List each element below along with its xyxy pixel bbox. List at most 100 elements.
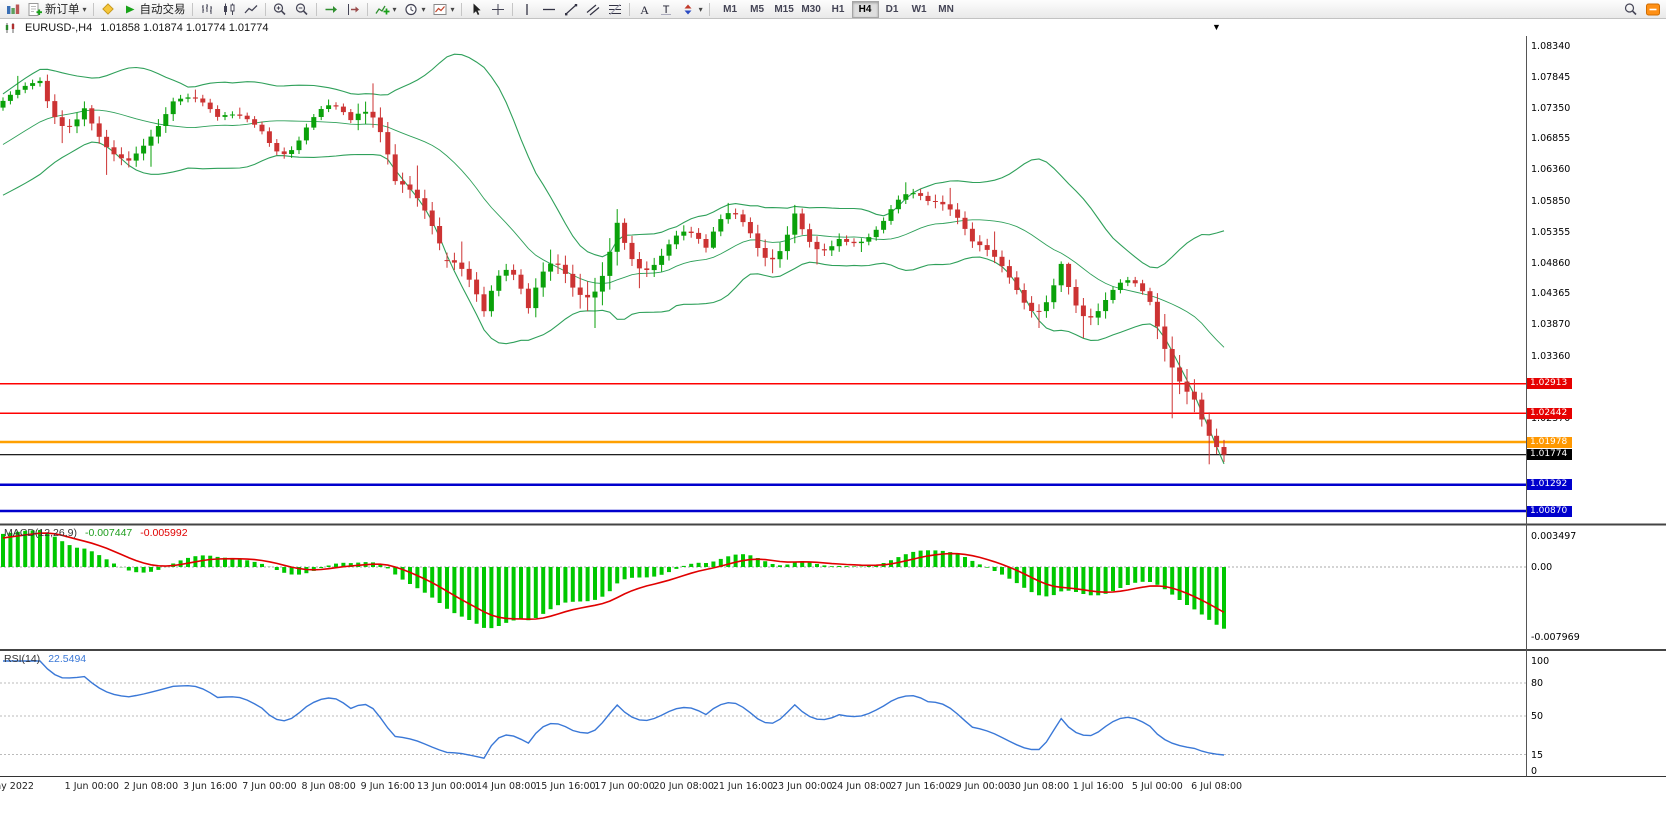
candle-body [829,246,835,251]
timeframe-w1[interactable]: W1 [906,1,933,18]
text-icon: A [640,3,649,17]
cursor-tool-button[interactable] [465,1,487,18]
candle-body [562,264,568,274]
bar-chart-button[interactable] [196,1,218,18]
candle-body [688,231,694,233]
timeframe-h4[interactable]: H4 [851,0,879,18]
candle-body [770,257,776,260]
candle-body [681,231,687,236]
candle-body [577,287,583,295]
candle-body [89,108,95,124]
crosshair-icon [491,3,504,15]
candle-body [185,97,191,99]
candle-body [414,189,420,199]
chart-shift-icon [347,3,359,15]
candle-body [281,151,287,155]
chart-canvas[interactable] [0,36,1666,828]
candle-body [1199,399,1205,420]
candle-body [585,294,591,298]
candle-body [1221,447,1227,455]
metaeditor-icon [101,2,114,15]
timeframe-mn[interactable]: MN [933,1,960,18]
timeframe-h1[interactable]: H1 [825,1,852,18]
candle-body [851,241,857,244]
timeframe-m30[interactable]: M30 [798,1,825,18]
chevron-down-icon: ▾ [82,4,87,14]
candle-body [540,271,546,288]
candlestick-chart-icon [223,3,235,15]
horizontal-line-tool-button[interactable] [538,1,560,18]
toolbar-separator [708,2,710,16]
text-label-tool-button[interactable]: T [655,1,677,18]
metaeditor-button[interactable] [97,1,119,18]
fibonacci-tool-button[interactable] [604,1,626,18]
zoom-in-button[interactable] [269,1,291,18]
templates-button[interactable]: ▾ [429,1,458,18]
chart-shift-button[interactable] [342,1,364,18]
svg-text:T: T [662,4,669,16]
candle-body [1140,283,1146,292]
chart-area[interactable]: 1.08340 1.07845 1.07350 1.06855 1.06360 1.058… [0,36,1666,828]
timeframe-m1[interactable]: M1 [717,1,744,18]
trendline-tool-button[interactable] [560,1,582,18]
toolbar-separator [191,2,193,16]
line-chart-button[interactable] [240,1,262,18]
auto-scroll-icon [325,5,337,13]
candle-body [918,193,924,196]
candle-body [858,241,864,244]
indicators-button[interactable]: ▾ [371,1,400,18]
auto-scroll-button[interactable] [320,1,342,18]
candle-body [518,274,524,289]
timeframe-m15[interactable]: M15 [771,1,798,18]
candle-body [747,222,753,234]
candle-body [762,248,768,258]
bollinger-middle-band [2,109,1225,348]
candle-body [0,100,6,108]
new-order-icon [28,2,42,16]
chart-window-button[interactable] [2,1,24,18]
candle-body [1110,289,1116,300]
chart-caption: EURUSD-,H4 1.01858 1.01874 1.01774 1.017… [0,19,1666,36]
candle-body [548,263,554,272]
new-order-button[interactable]: 新订单 ▾ [24,1,90,18]
channel-tool-button[interactable] [582,1,604,18]
candle-body [525,288,531,309]
zoom-out-button[interactable] [291,1,313,18]
horizontal-line-icon [542,8,555,10]
candle-body [311,117,317,128]
candle-body [289,150,295,154]
text-label-icon: T [660,4,671,16]
timeframe-d1[interactable]: D1 [879,1,906,18]
candle-body [274,143,280,152]
vertical-line-tool-button[interactable] [516,1,538,18]
candle-body [333,105,339,107]
candle-body [422,198,428,211]
candle-body [1184,381,1190,392]
candle-body [866,237,872,242]
candlestick-chart-button[interactable] [218,1,240,18]
candle-body [570,273,576,288]
candle-body [592,291,598,298]
notification-button[interactable] [1642,1,1664,18]
candle-body [1132,280,1138,284]
cursor-icon [473,3,481,15]
candle-body [555,263,561,265]
candle-body [466,268,472,280]
arrows-tool-button[interactable]: ▾ [677,1,706,18]
templates-icon [433,3,447,15]
candle-body [111,147,117,155]
candle-body [992,249,998,257]
candle-body [932,201,938,202]
candle-body [385,132,391,155]
periods-button[interactable]: ▾ [400,1,429,18]
chart-window-icon [7,4,20,14]
toolbar-separator [511,2,513,16]
autotrading-button[interactable]: 自动交易 [119,1,189,18]
candle-body [725,213,731,220]
timeframe-m5[interactable]: M5 [744,1,771,18]
search-button[interactable] [1620,1,1642,18]
crosshair-tool-button[interactable] [487,1,509,18]
chart-shift-marker[interactable]: ▼ [1212,22,1221,32]
text-tool-button[interactable]: A [633,1,655,18]
